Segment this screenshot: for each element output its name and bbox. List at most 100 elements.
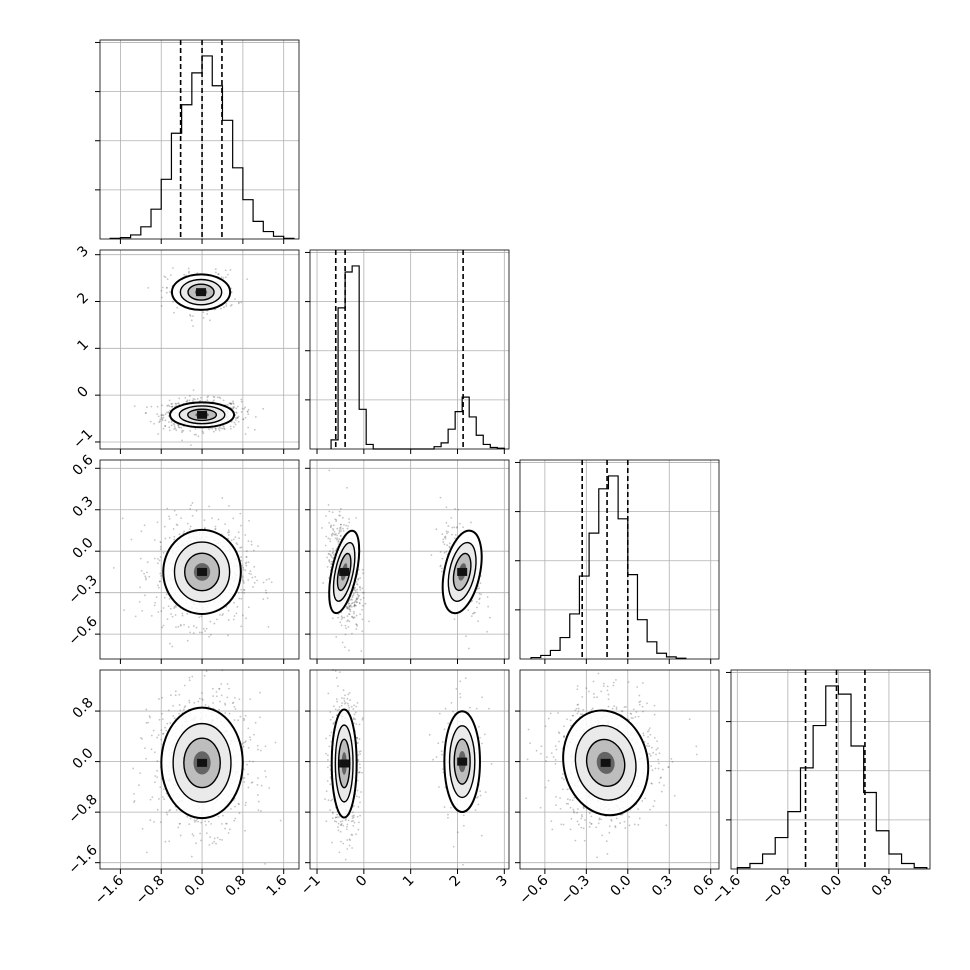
sample-point (359, 750, 362, 753)
sample-point (181, 614, 184, 617)
sample-point (214, 271, 217, 274)
x-tick-label: 1.6 (263, 872, 290, 899)
sample-point (334, 708, 337, 711)
sample-point (359, 753, 362, 755)
sample-point (339, 621, 342, 624)
sample-point (121, 517, 124, 520)
sample-point (362, 591, 364, 594)
sample-point (157, 433, 160, 435)
sample-point (266, 597, 269, 600)
sample-point (230, 303, 233, 306)
sample-point (243, 717, 245, 720)
sample-point (324, 515, 327, 517)
sample-point (200, 396, 202, 399)
sample-point (353, 589, 356, 591)
sample-point (346, 839, 349, 841)
sample-point (169, 808, 172, 811)
sample-point (193, 433, 196, 436)
sample-point (228, 531, 231, 533)
sample-point (186, 639, 189, 642)
sample-point (455, 526, 458, 529)
sample-point (197, 820, 200, 823)
sample-point (232, 400, 234, 403)
sample-point (439, 551, 442, 553)
sample-point (335, 518, 338, 521)
sample-point (244, 741, 246, 744)
histogram-bar (876, 831, 889, 869)
sample-point (187, 626, 190, 628)
sample-point (244, 714, 247, 717)
sample-point (479, 794, 482, 797)
sample-point (337, 822, 340, 825)
sample-point (453, 526, 456, 529)
sample-point (162, 416, 165, 419)
sample-point (153, 539, 156, 541)
sample-point (348, 706, 351, 709)
sample-point (356, 593, 359, 596)
histogram-bar (902, 864, 915, 869)
sample-point (181, 431, 183, 434)
sample-point (221, 497, 224, 499)
sample-point (153, 557, 156, 560)
sample-point (198, 616, 201, 619)
sample-point (184, 396, 187, 399)
sample-point (164, 840, 167, 843)
sample-point (192, 397, 195, 400)
sample-point (225, 276, 227, 279)
sample-point (168, 536, 171, 539)
sample-point (224, 827, 226, 830)
sample-point (202, 316, 205, 319)
marginal-panel (309, 249, 510, 450)
sample-point (331, 617, 334, 620)
sample-point (473, 612, 475, 614)
sample-point (160, 729, 163, 732)
sample-point (331, 534, 333, 537)
sample-point (188, 271, 190, 274)
sample-point (361, 718, 364, 721)
sample-point (205, 832, 208, 835)
sample-point (170, 421, 173, 424)
sample-point (328, 559, 331, 562)
sample-point (191, 675, 194, 678)
sample-point (132, 767, 135, 770)
sample-point (159, 541, 162, 544)
sample-point (133, 405, 136, 408)
sample-point (219, 613, 221, 616)
sample-point (179, 709, 182, 712)
sample-point (218, 429, 221, 432)
x-tick-label: −0.8 (133, 873, 168, 908)
sample-point (566, 788, 569, 791)
sample-point (264, 745, 267, 748)
sample-point (189, 631, 191, 634)
sample-point (145, 406, 148, 409)
sample-point (218, 396, 221, 399)
sample-point (348, 602, 351, 605)
sample-point (348, 606, 351, 608)
sample-point (240, 556, 243, 558)
sample-point (265, 578, 268, 581)
sample-point (163, 596, 166, 599)
sample-point (171, 405, 174, 408)
sample-point (219, 397, 222, 400)
sample-point (240, 588, 243, 591)
sample-point (330, 524, 333, 527)
histogram-bar (131, 235, 141, 239)
sample-point (183, 623, 185, 626)
sample-point (471, 612, 474, 615)
sample-point (348, 613, 351, 616)
sample-point (440, 750, 443, 753)
sample-point (356, 597, 358, 600)
sample-point (331, 812, 334, 815)
sample-point (444, 537, 447, 540)
sample-point (348, 844, 351, 847)
sample-point (327, 692, 330, 695)
sample-point (332, 705, 335, 708)
sample-point (244, 406, 247, 409)
sample-point (354, 711, 357, 714)
y-tick-label: 2 (74, 290, 92, 308)
sample-point (161, 404, 163, 407)
sample-point (211, 517, 213, 520)
sample-point (349, 604, 352, 607)
sample-point (352, 819, 354, 822)
sample-point (337, 829, 340, 832)
